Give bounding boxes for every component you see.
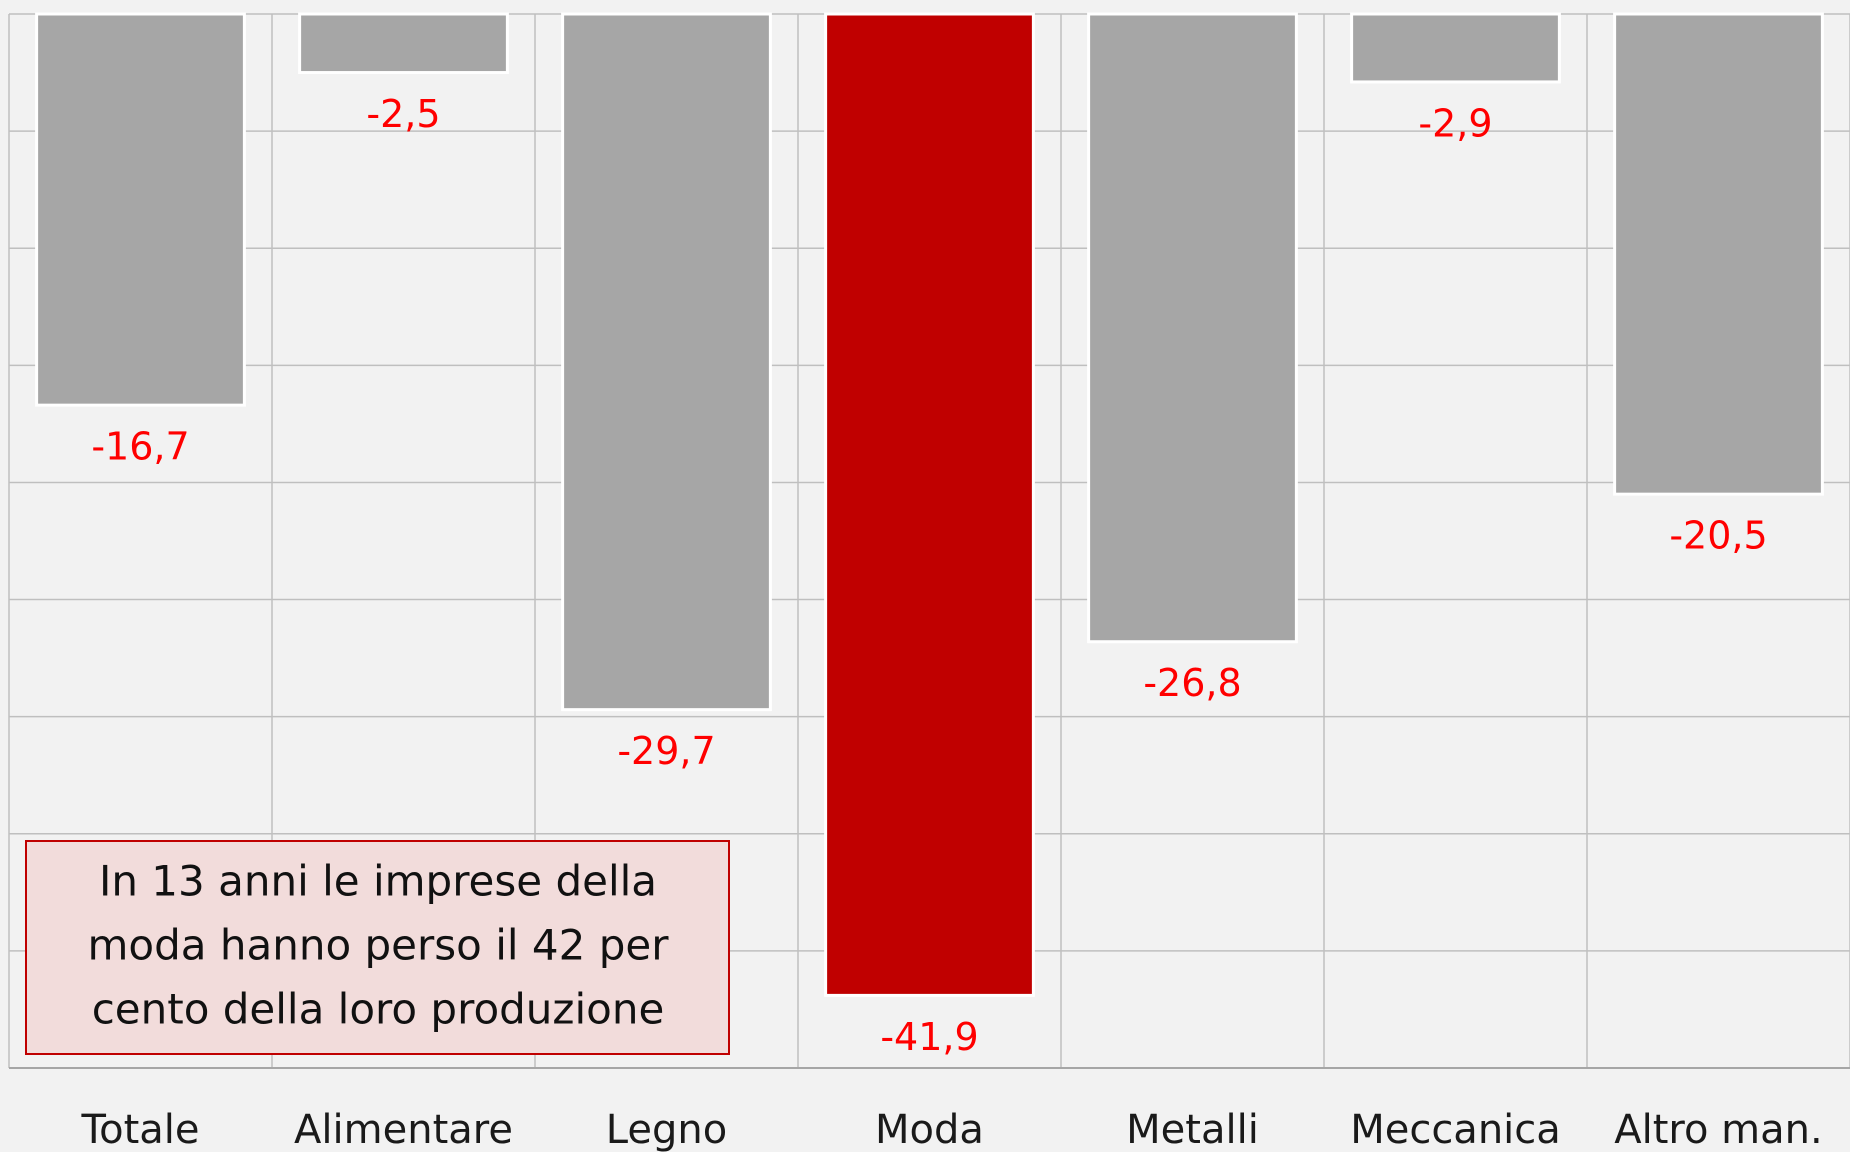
x-tick-label: Meccanica xyxy=(1350,1107,1561,1152)
x-tick-label: Legno xyxy=(606,1107,727,1152)
value-label: -26,8 xyxy=(1143,661,1241,705)
value-label: -2,9 xyxy=(1418,101,1492,145)
x-tick-label: Totale xyxy=(80,1107,199,1152)
annotation-box xyxy=(25,840,730,1055)
bar xyxy=(298,12,509,75)
x-tick-label: Alimentare xyxy=(294,1107,513,1152)
value-label: -16,7 xyxy=(91,425,189,469)
bar xyxy=(35,12,246,407)
bar xyxy=(824,12,1035,997)
bar xyxy=(1087,12,1298,644)
x-tick-label: Metalli xyxy=(1126,1107,1259,1152)
value-label: -20,5 xyxy=(1669,514,1767,558)
bar xyxy=(1613,12,1824,496)
annotation-text: moda hanno perso il 42 per xyxy=(88,921,670,970)
value-label: -2,5 xyxy=(366,92,440,136)
bar xyxy=(561,12,772,712)
value-label: -41,9 xyxy=(880,1015,978,1059)
annotation-text: cento della loro produzione xyxy=(92,985,665,1034)
x-tick-label: Moda xyxy=(875,1107,984,1152)
value-label: -29,7 xyxy=(617,729,715,773)
bar xyxy=(1350,12,1561,84)
x-tick-label: Altro man. xyxy=(1614,1107,1822,1152)
annotation-text: In 13 anni le imprese della xyxy=(99,857,657,906)
